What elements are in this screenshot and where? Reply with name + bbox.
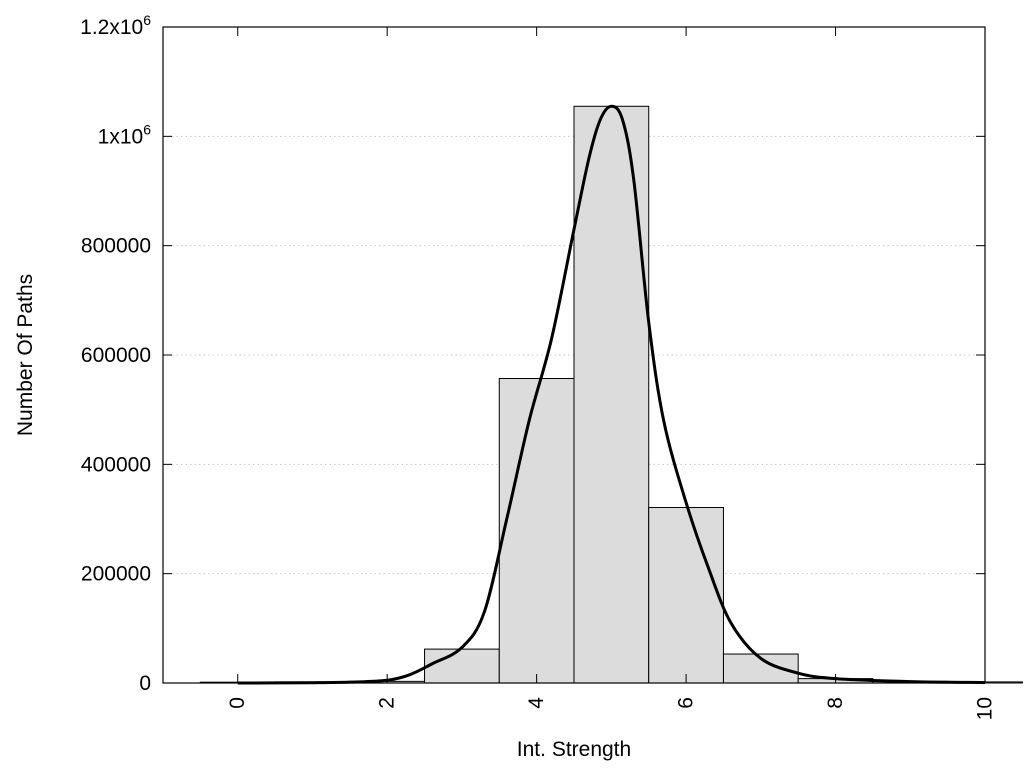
x-tick-label: 2 bbox=[376, 697, 399, 709]
y-tick-label: 1x106 bbox=[98, 121, 152, 148]
x-tick-label: 6 bbox=[675, 697, 698, 709]
y-axis-title: Number Of Paths bbox=[14, 274, 37, 436]
histogram-bar bbox=[424, 648, 500, 684]
histogram-bar bbox=[498, 378, 575, 684]
x-tick-label: 4 bbox=[525, 697, 548, 709]
histogram-bar bbox=[573, 105, 650, 684]
x-tick-label: 0 bbox=[226, 697, 249, 709]
histogram-bar bbox=[648, 507, 724, 684]
x-tick-label: 10 bbox=[974, 697, 997, 720]
x-axis-title: Int. Strength bbox=[517, 738, 631, 761]
y-tick-label: 200000 bbox=[81, 563, 151, 586]
y-tick-label: 0 bbox=[139, 672, 151, 695]
y-tick-label: 600000 bbox=[81, 344, 151, 367]
y-tick-label: 400000 bbox=[81, 453, 151, 476]
y-axis-ticks: 0 200000 400000 600000 800000 1x106 1.2x106 bbox=[80, 12, 985, 695]
fit-curve bbox=[237, 104, 986, 685]
x-axis-ticks: 0 2 4 6 8 10 bbox=[226, 27, 997, 720]
y-tick-label: 800000 bbox=[81, 235, 151, 258]
fit-curve-layer bbox=[237, 104, 986, 685]
x-tick-label: 8 bbox=[824, 697, 847, 709]
histogram-bars bbox=[199, 105, 1023, 684]
y-tick-label: 1.2x106 bbox=[80, 12, 151, 39]
